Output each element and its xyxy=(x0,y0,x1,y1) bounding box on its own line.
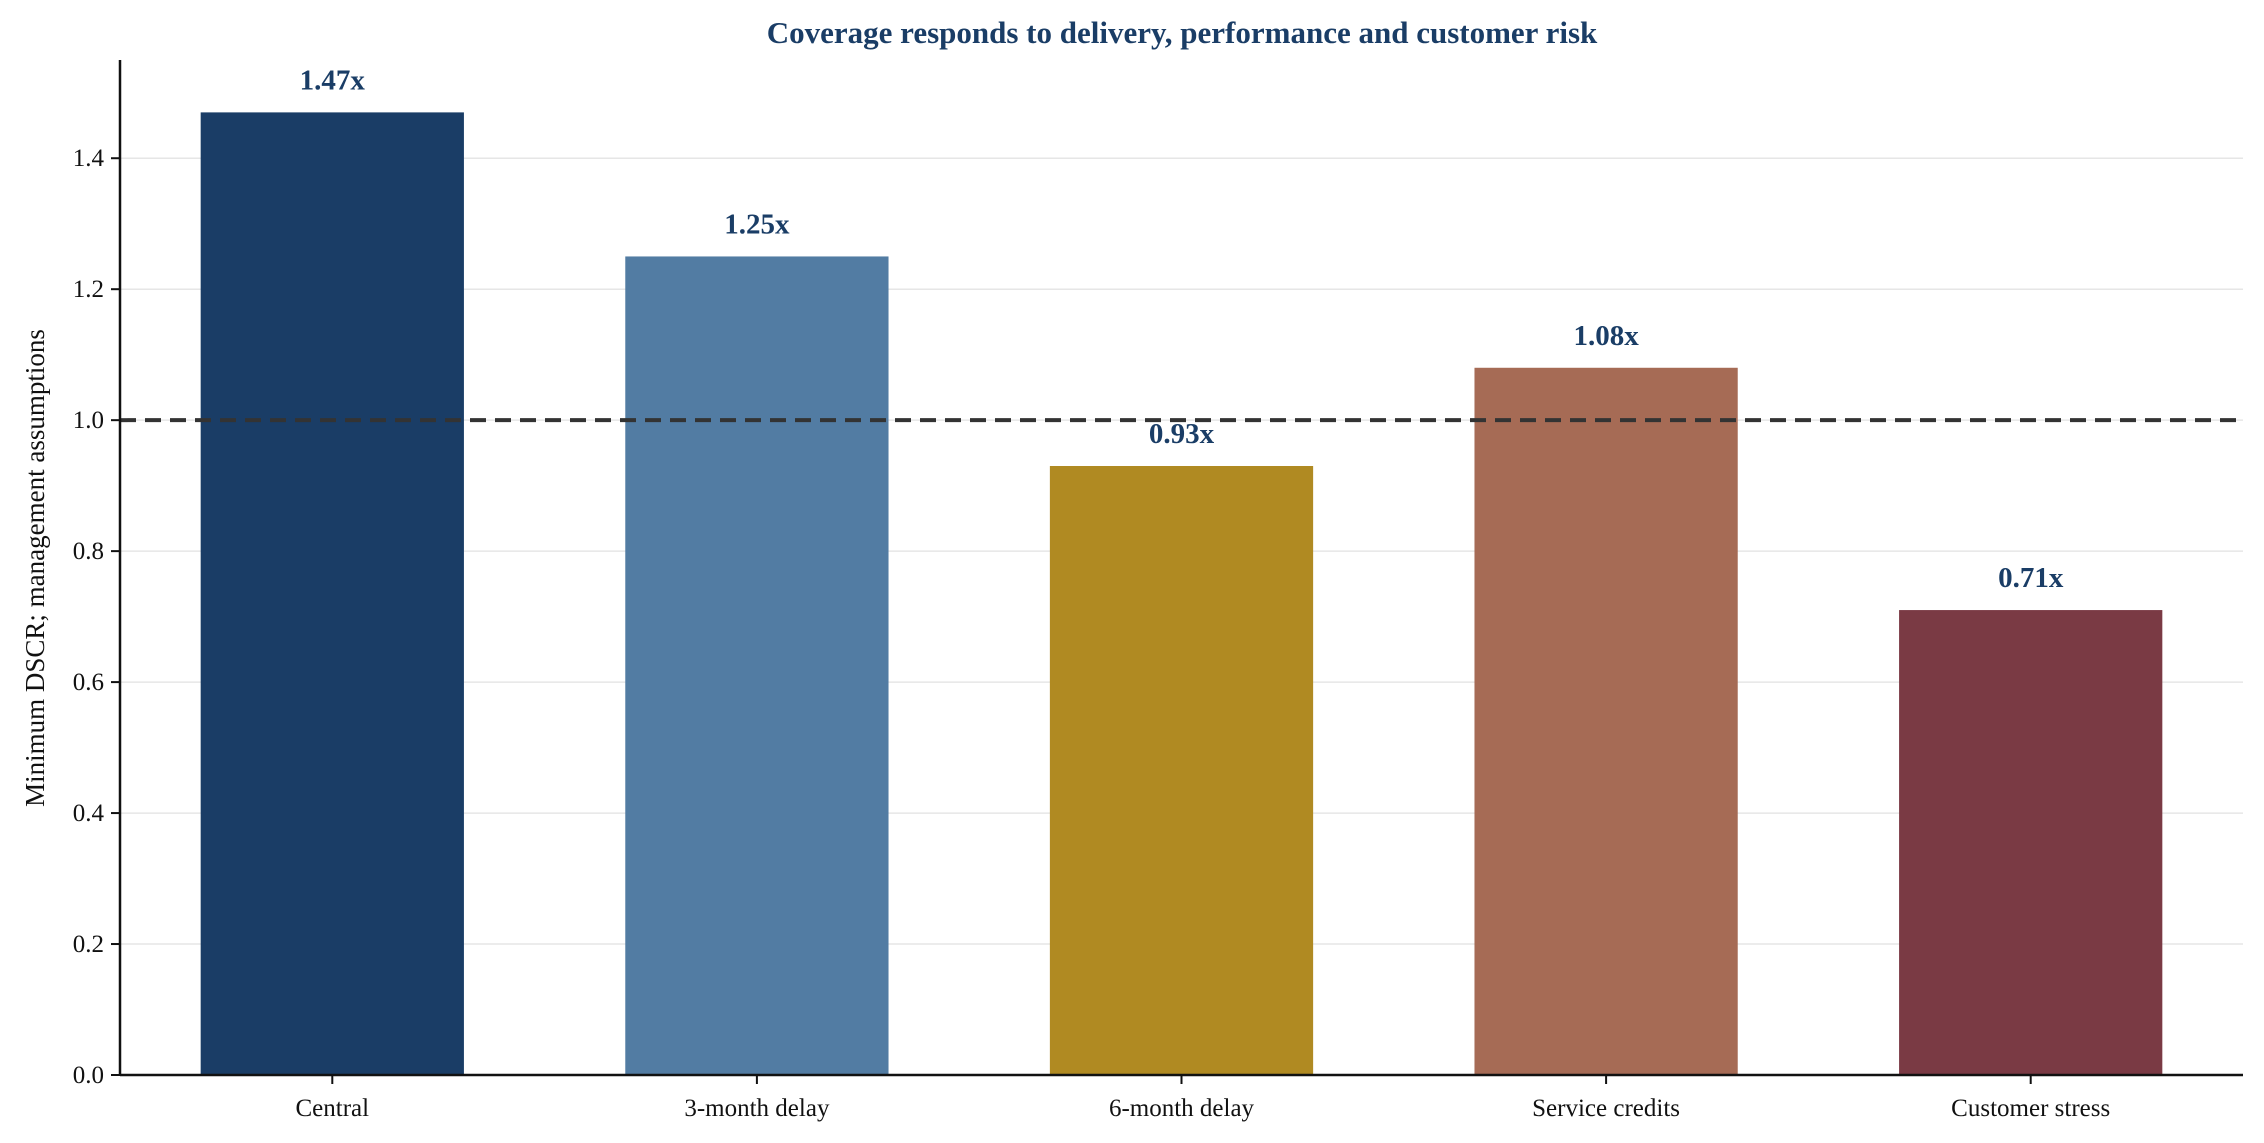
y-tick-label: 1.2 xyxy=(73,276,104,303)
bar xyxy=(200,112,464,1076)
x-tick-label: Central xyxy=(296,1095,370,1122)
y-tick-label: 1.4 xyxy=(73,145,105,172)
x-tick-label: 6-month delay xyxy=(1109,1095,1255,1122)
y-tick-label: 0.0 xyxy=(73,1062,104,1089)
x-tick-label: 3-month delay xyxy=(684,1095,830,1122)
y-tick-label: 0.4 xyxy=(73,800,105,827)
y-tick-label: 1.0 xyxy=(73,407,104,434)
bar xyxy=(1899,610,2163,1075)
bar-value-label: 0.93x xyxy=(1149,418,1215,450)
chart-title: Coverage responds to delivery, performan… xyxy=(767,15,1598,50)
x-tick-label: Customer stress xyxy=(1951,1095,2110,1122)
y-tick-label: 0.6 xyxy=(73,669,104,696)
y-tick-label: 0.2 xyxy=(73,931,104,958)
y-axis-label: Minimum DSCR; management assumptions xyxy=(20,329,50,807)
x-tick-label: Service credits xyxy=(1532,1095,1680,1122)
y-tick-label: 0.8 xyxy=(73,538,104,565)
value-labels: 1.47x 1.25x 0.93x 1.08x 0.71x xyxy=(300,64,2064,594)
bar xyxy=(625,256,889,1075)
bar-value-label: 0.71x xyxy=(1998,562,2064,594)
y-ticks: 0.0 0.2 0.4 0.6 0.8 1.0 1.2 1.4 xyxy=(73,145,120,1089)
bar xyxy=(1049,466,1314,1075)
bars xyxy=(200,112,2163,1076)
bar-value-label: 1.25x xyxy=(724,208,790,240)
bar-value-label: 1.47x xyxy=(300,64,366,96)
bar-value-label: 1.08x xyxy=(1573,320,1639,352)
x-ticks: Central 3-month delay 6-month delay Service… xyxy=(296,1075,2110,1122)
bar xyxy=(1474,367,1738,1076)
